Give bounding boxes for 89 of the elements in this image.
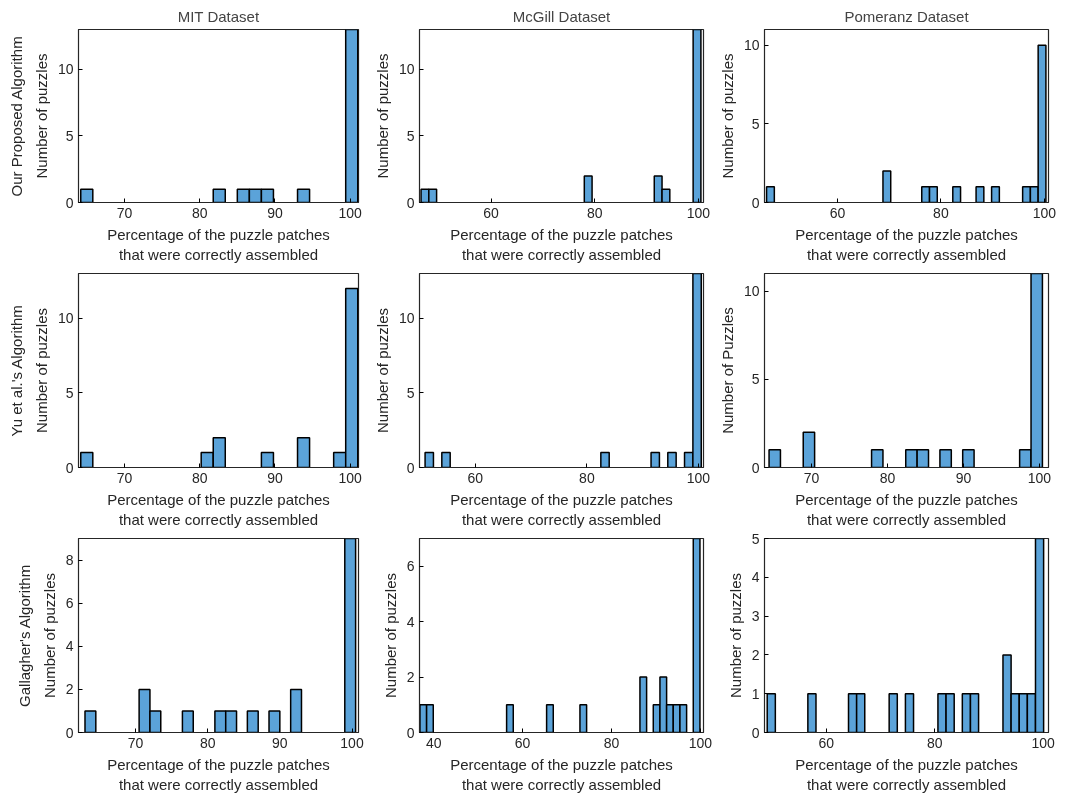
x-tick-label: 90 — [955, 469, 972, 486]
text: Yu et al.'s Algorithm — [7, 305, 25, 437]
text: Our Proposed Algorithm — [7, 36, 25, 197]
x-tick-label: 60 — [483, 204, 500, 221]
x-axis-title: Percentage of the puzzle patches that were correctly assembled — [795, 755, 1018, 793]
y-axis-title: Number of puzzles — [373, 53, 391, 179]
x-tick-label: 100 — [338, 469, 363, 486]
y-axis-title: Number of puzzles — [32, 307, 50, 434]
chart-title: MIT Dataset — [177, 7, 260, 25]
x-tick-label: 80 — [879, 469, 896, 486]
x-axis-title: Percentage of the puzzle patches that were correctly assembled — [450, 490, 673, 528]
y-axis-title: Number of Puzzles — [718, 307, 736, 434]
y-tick-label: 0 — [65, 724, 74, 741]
y-tick-label: 0 — [751, 459, 760, 476]
x-axis-title: Percentage of the puzzle patches that were correctly assembled — [795, 225, 1018, 263]
y-tick-label: 1 — [751, 685, 760, 702]
y-tick-label: 0 — [751, 724, 760, 741]
y-axis-title: Number of puzzles — [726, 572, 744, 699]
x-tick-label: 60 — [829, 204, 846, 221]
y-tick-label: 10 — [398, 310, 415, 327]
y-axis-title: Number of puzzles — [373, 307, 391, 434]
y-tick-label: 10 — [57, 61, 74, 78]
x-tick-label: 90 — [267, 204, 283, 221]
y-tick-label: 4 — [751, 569, 760, 586]
y-tick-label: 5 — [65, 127, 74, 144]
x-tick-label: 100 — [1032, 204, 1057, 221]
y-tick-label: 2 — [406, 669, 415, 686]
x-tick-label: 80 — [579, 469, 595, 486]
y-tick-label: 5 — [751, 115, 760, 132]
y-tick-label: 5 — [406, 384, 415, 401]
x-tick-label: 100 — [686, 469, 711, 486]
x-tick-label: 100 — [340, 734, 364, 751]
x-axis-title: Percentage of the puzzle patches that were correctly assembled — [107, 755, 330, 793]
y-tick-label: 10 — [57, 310, 74, 327]
x-tick-label: 80 — [603, 734, 620, 751]
y-tick-label: 0 — [406, 194, 415, 211]
y-tick-label: 10 — [743, 37, 760, 54]
x-tick-label: 70 — [116, 469, 133, 486]
y-tick-label: 0 — [751, 194, 760, 211]
y-tick-label: 4 — [406, 613, 415, 630]
x-tick-label: 80 — [586, 204, 603, 221]
y-tick-label: 0 — [65, 194, 74, 211]
x-tick-label: 90 — [267, 469, 283, 486]
x-tick-label: 70 — [803, 469, 820, 486]
y-axis-title: Number of puzzles — [718, 53, 736, 179]
y-tick-label: 0 — [65, 459, 74, 476]
x-tick-label: 60 — [514, 734, 531, 751]
y-axis-title: Number of puzzles — [381, 572, 399, 699]
y-tick-label: 8 — [65, 552, 74, 569]
y-axis-title: Number of puzzles — [32, 53, 50, 179]
x-tick-label: 100 — [688, 734, 713, 751]
x-tick-label: 90 — [272, 734, 288, 751]
x-axis-title: Percentage of the puzzle patches that were correctly assembled — [107, 225, 330, 263]
y-tick-label: 5 — [65, 384, 74, 401]
y-tick-label: 5 — [751, 530, 760, 547]
y-tick-label: 5 — [751, 371, 760, 388]
x-tick-label: 70 — [116, 204, 133, 221]
x-axis-title: Percentage of the puzzle patches that were correctly assembled — [450, 225, 673, 263]
x-tick-label: 80 — [926, 734, 943, 751]
y-axis-title: Number of puzzles — [40, 572, 58, 699]
x-tick-label: 40 — [425, 734, 442, 751]
y-tick-label: 5 — [406, 127, 415, 144]
y-tick-label: 2 — [65, 681, 74, 698]
y-tick-label: 4 — [65, 638, 74, 655]
y-tick-label: 6 — [65, 595, 74, 612]
x-axis-title: Percentage of the puzzle patches that were correctly assembled — [107, 490, 330, 528]
chart-title: Pomeranz Dataset — [844, 7, 970, 25]
y-tick-label: 0 — [406, 459, 415, 476]
x-tick-label: 80 — [191, 469, 208, 486]
text: Gallagher's Algorithm — [15, 564, 33, 707]
x-axis-title: Percentage of the puzzle patches that were correctly assembled — [450, 755, 673, 793]
x-tick-label: 100 — [1027, 469, 1052, 486]
y-tick-label: 6 — [406, 558, 415, 575]
x-tick-label: 100 — [1031, 734, 1055, 751]
y-tick-label: 10 — [398, 61, 415, 78]
x-tick-label: 60 — [818, 734, 835, 751]
chart-title: McGill Dataset — [512, 7, 612, 25]
x-tick-label: 80 — [191, 204, 208, 221]
x-tick-label: 100 — [686, 204, 711, 221]
x-tick-label: 80 — [933, 204, 949, 221]
y-tick-label: 2 — [751, 646, 760, 663]
x-tick-label: 70 — [127, 734, 144, 751]
x-axis-title: Percentage of the puzzle patches that were correctly assembled — [795, 490, 1018, 528]
x-tick-label: 80 — [199, 734, 216, 751]
x-tick-label: 100 — [338, 204, 363, 221]
y-tick-label: 10 — [743, 283, 760, 300]
y-tick-label: 3 — [751, 608, 760, 625]
y-tick-label: 0 — [406, 724, 415, 741]
x-tick-label: 60 — [467, 469, 484, 486]
